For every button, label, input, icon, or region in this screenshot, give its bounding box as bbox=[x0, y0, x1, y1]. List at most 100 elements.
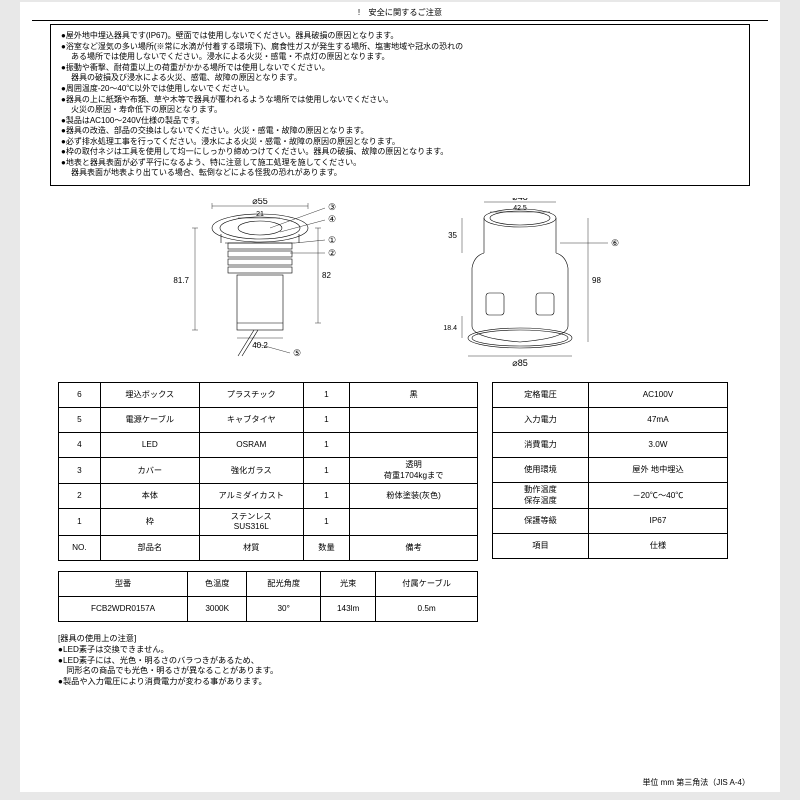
cell: 1 bbox=[303, 407, 350, 432]
cell: カバー bbox=[100, 457, 199, 484]
cell: 47mA bbox=[588, 407, 727, 432]
cell: 透明荷重1704kgまで bbox=[350, 457, 478, 484]
header-cell: 色温度 bbox=[188, 571, 247, 596]
safety-line: ●地表と器具表面が必ず平行になるよう、特に注意して施工処理を施してください。 bbox=[61, 158, 739, 169]
table-header: 型番色温度配光角度光束付属ケーブル bbox=[59, 571, 478, 596]
cell: ステンレスSUS316L bbox=[199, 509, 303, 536]
svg-text:⑤: ⑤ bbox=[293, 348, 301, 358]
table-row: 消費電力3.0W bbox=[493, 432, 728, 457]
header-cell: 付属ケーブル bbox=[376, 571, 478, 596]
cell: 定格電圧 bbox=[493, 382, 589, 407]
safety-line: ●必ず排水処理工事を行ってください。浸水による火災・感電・故障の原因の原因となり… bbox=[61, 137, 739, 148]
cell: 枠 bbox=[100, 509, 199, 536]
table-row: 6埋込ボックスプラスチック1黒 bbox=[59, 382, 478, 407]
spec-sheet: ! 安全に関するご注意 ●屋外地中埋込器具です(IP67)。壁面では使用しないで… bbox=[20, 2, 780, 792]
table-row: 5電源ケーブルキャブタイヤ1 bbox=[59, 407, 478, 432]
safety-line: ●浴室など湿気の多い場所(※常に水滴が付着する環境下)、腐食性ガスが発生する場所… bbox=[61, 42, 739, 53]
svg-text:98: 98 bbox=[592, 276, 601, 285]
svg-text:①: ① bbox=[328, 235, 336, 245]
svg-text:35: 35 bbox=[448, 231, 457, 240]
footer: 単位 mm 第三角法（JIS A-4） bbox=[642, 778, 750, 788]
cell: 1 bbox=[303, 382, 350, 407]
safety-line: ある場所では使用しないでください。浸水による火災・感電・不点灯の原因となります。 bbox=[61, 52, 739, 63]
safety-line: ●器具の上に紙類や布類、草や木等で器具が覆われるような場所では使用しないでくださ… bbox=[61, 95, 739, 106]
cell: 6 bbox=[59, 382, 101, 407]
header-cell: NO. bbox=[59, 535, 101, 560]
svg-text:21: 21 bbox=[256, 211, 264, 218]
header-cell: 数量 bbox=[303, 535, 350, 560]
header-cell: 光束 bbox=[321, 571, 376, 596]
cell: 3.0W bbox=[588, 432, 727, 457]
box-drawing: ⌀48 42.5 35 18.4 98 ⌀85 ⑥ bbox=[420, 198, 640, 368]
cell: 143lm bbox=[321, 596, 376, 621]
table-row: 入力電力47mA bbox=[493, 407, 728, 432]
cell: 30° bbox=[247, 596, 321, 621]
cell: 粉体塗装(灰色) bbox=[350, 484, 478, 509]
svg-text:⌀85: ⌀85 bbox=[512, 358, 527, 368]
cell: LED bbox=[100, 432, 199, 457]
cell: 1 bbox=[303, 457, 350, 484]
svg-text:③: ③ bbox=[328, 202, 336, 212]
table-row: 4LEDOSRAM1 bbox=[59, 432, 478, 457]
svg-text:②: ② bbox=[328, 248, 336, 258]
spec-table: 定格電圧AC100V入力電力47mA消費電力3.0W使用環境屋外 地中埋込動作温… bbox=[492, 382, 728, 560]
model-table: 型番色温度配光角度光束付属ケーブルFCB2WDR0157A3000K30°143… bbox=[58, 571, 478, 622]
note-line: 同形名の商品でも光色・明るさが異なることがあります。 bbox=[58, 666, 742, 677]
cell: 1 bbox=[303, 484, 350, 509]
table-row: 定格電圧AC100V bbox=[493, 382, 728, 407]
cell: IP67 bbox=[588, 509, 727, 534]
header-cell: 部品名 bbox=[100, 535, 199, 560]
table-row: 保護等級IP67 bbox=[493, 509, 728, 534]
cell: 保護等級 bbox=[493, 509, 589, 534]
table-row: 2本体アルミダイカスト1粉体塗装(灰色) bbox=[59, 484, 478, 509]
svg-text:82: 82 bbox=[322, 271, 331, 280]
table-header: 項目仕様 bbox=[493, 534, 728, 559]
header-cell: 配光角度 bbox=[247, 571, 321, 596]
cell: プラスチック bbox=[199, 382, 303, 407]
cell: アルミダイカスト bbox=[199, 484, 303, 509]
cell bbox=[350, 407, 478, 432]
note-line: ●製品や入力電圧により消費電力が変わる事があります。 bbox=[58, 677, 742, 688]
cell: 入力電力 bbox=[493, 407, 589, 432]
fixture-drawing: ⌀55 21 81.7 82 40.2 bbox=[160, 198, 360, 368]
cell: 埋込ボックス bbox=[100, 382, 199, 407]
cell: 1 bbox=[59, 509, 101, 536]
safety-line: ●周囲温度-20～40℃以外では使用しないでください。 bbox=[61, 84, 739, 95]
cell: 電源ケーブル bbox=[100, 407, 199, 432]
cell: 消費電力 bbox=[493, 432, 589, 457]
cell: 1 bbox=[303, 432, 350, 457]
cell: 5 bbox=[59, 407, 101, 432]
header-cell: 備考 bbox=[350, 535, 478, 560]
cell: 2 bbox=[59, 484, 101, 509]
safety-line: 器具の破損及び浸水による火災、感電、故障の原因となります。 bbox=[61, 73, 739, 84]
table-row: 動作温度保存温度－20℃～40℃ bbox=[493, 482, 728, 509]
safety-line: 器具表面が地表より出ている場合、転倒などによる怪我の恐れがあります。 bbox=[61, 168, 739, 179]
cell: 本体 bbox=[100, 484, 199, 509]
cell: 屋外 地中埋込 bbox=[588, 457, 727, 482]
table-row: 3カバー強化ガラス1透明荷重1704kgまで bbox=[59, 457, 478, 484]
svg-text:⌀55: ⌀55 bbox=[252, 198, 267, 206]
cell bbox=[350, 509, 478, 536]
cell: －20℃～40℃ bbox=[588, 482, 727, 509]
cell: 動作温度保存温度 bbox=[493, 482, 589, 509]
safety-line: ●器具の改造、部品の交換はしないでください。火災・感電・故障の原因となります。 bbox=[61, 126, 739, 137]
svg-text:40.2: 40.2 bbox=[252, 341, 268, 350]
safety-line: ●屋外地中埋込器具です(IP67)。壁面では使用しないでください。器具破損の原因… bbox=[61, 31, 739, 42]
cell: 0.5m bbox=[376, 596, 478, 621]
svg-text:⑥: ⑥ bbox=[611, 238, 619, 248]
header-cell: 材質 bbox=[199, 535, 303, 560]
table-row: FCB2WDR0157A3000K30°143lm0.5m bbox=[59, 596, 478, 621]
safety-line: ●製品はAC100～240V仕様の製品です。 bbox=[61, 116, 739, 127]
safety-line: ●振動や衝撃、耐荷重以上の荷重がかかる場所では使用しないでください。 bbox=[61, 63, 739, 74]
cell: 強化ガラス bbox=[199, 457, 303, 484]
header-cell: 項目 bbox=[493, 534, 589, 559]
svg-text:18.4: 18.4 bbox=[443, 325, 457, 332]
cell: FCB2WDR0157A bbox=[59, 596, 188, 621]
note-line: ●LED素子には、光色・明るさのバラつきがあるため、 bbox=[58, 656, 742, 667]
note-line: ●LED素子は交換できません。 bbox=[58, 645, 742, 656]
cell: AC100V bbox=[588, 382, 727, 407]
svg-text:42.5: 42.5 bbox=[513, 205, 527, 212]
svg-text:81.7: 81.7 bbox=[173, 276, 189, 285]
cell: 黒 bbox=[350, 382, 478, 407]
title-bar: ! 安全に関するご注意 bbox=[32, 8, 768, 21]
